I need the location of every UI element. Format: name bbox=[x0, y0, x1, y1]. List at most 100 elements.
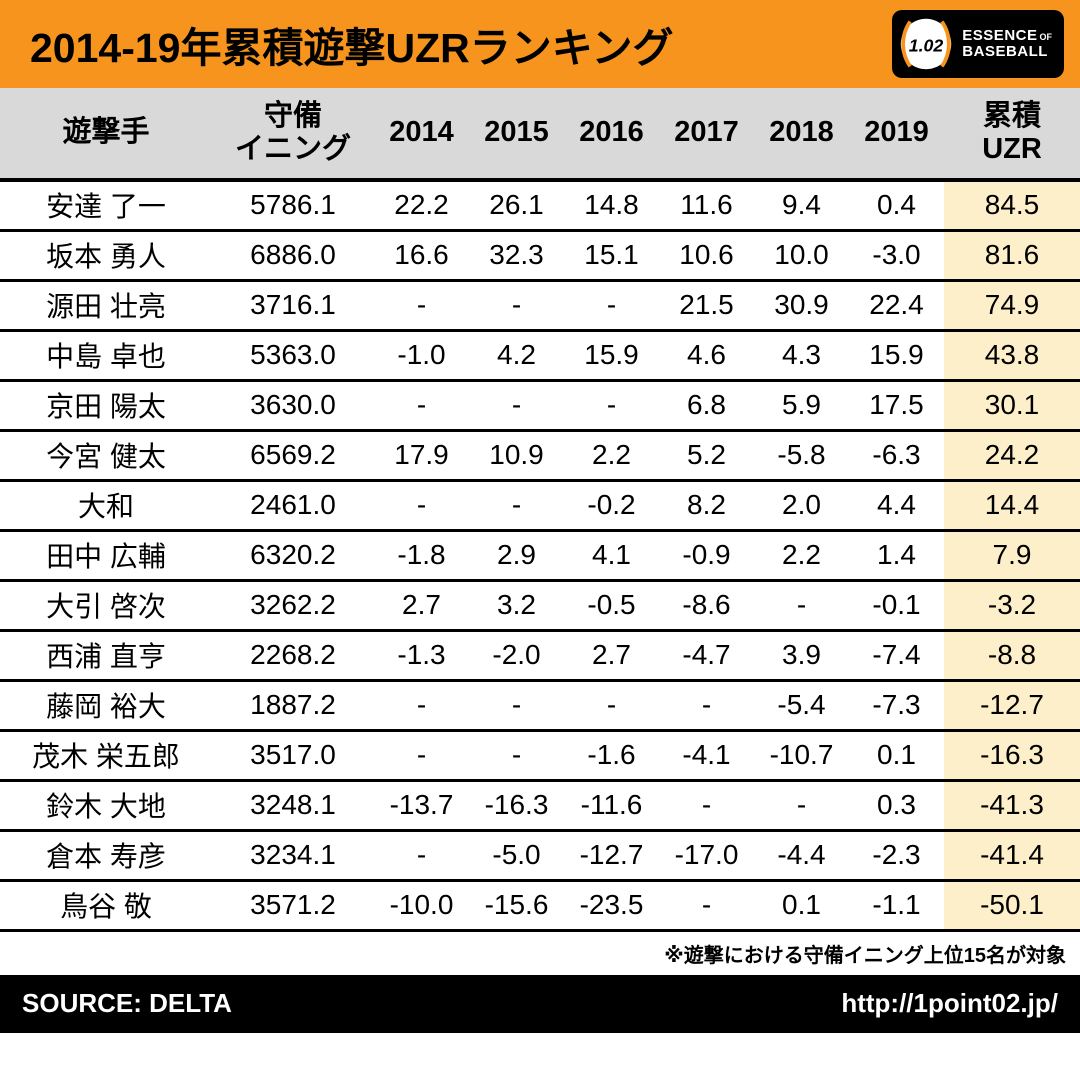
year-value-cell: 22.4 bbox=[849, 280, 944, 330]
year-value-cell: 0.4 bbox=[849, 180, 944, 230]
year-value-cell: -11.6 bbox=[564, 780, 659, 830]
column-header: 守備 イニング bbox=[212, 88, 374, 180]
table-row: 鈴木 大地 3248.1 -13.7 -16.3 -11.6- -0.3 -41.3 bbox=[0, 780, 1080, 830]
year-value-cell: -2.0 bbox=[469, 630, 564, 680]
year-value-cell: 15.9 bbox=[564, 330, 659, 380]
logo-baseball: BASEBALL bbox=[962, 43, 1048, 60]
innings-cell: 5786.1 bbox=[212, 180, 374, 230]
innings-cell: 3716.1 bbox=[212, 280, 374, 330]
year-value-cell: 2.2 bbox=[754, 530, 849, 580]
year-value-cell: - bbox=[469, 680, 564, 730]
year-value-cell: -1.3 bbox=[374, 630, 469, 680]
year-value-cell: 5.2 bbox=[659, 430, 754, 480]
table-row: 安達 了一 5786.1 22.2 26.1 14.8 11.6 9.4 0.4 84.5 bbox=[0, 180, 1080, 230]
column-header: 遊撃手 bbox=[0, 88, 212, 180]
player-name-cell: 西浦 直亨 bbox=[0, 630, 212, 680]
player-name-cell: 倉本 寿彦 bbox=[0, 830, 212, 880]
year-value-cell: - bbox=[374, 380, 469, 430]
total-uzr-cell: -41.3 bbox=[944, 780, 1080, 830]
table-row: 大和 2461.0- - -0.2 8.2 2.0 4.4 14.4 bbox=[0, 480, 1080, 530]
column-header: 2019 bbox=[849, 88, 944, 180]
year-value-cell: 2.7 bbox=[564, 630, 659, 680]
total-uzr-cell: -16.3 bbox=[944, 730, 1080, 780]
year-value-cell: -10.0 bbox=[374, 880, 469, 930]
year-value-cell: 9.4 bbox=[754, 180, 849, 230]
year-value-cell: -4.4 bbox=[754, 830, 849, 880]
table-row: 茂木 栄五郎 3517.0- - -1.6 -4.1 -10.7 0.1 -16.3 bbox=[0, 730, 1080, 780]
year-value-cell: 26.1 bbox=[469, 180, 564, 230]
year-value-cell: 4.2 bbox=[469, 330, 564, 380]
year-value-cell: -1.0 bbox=[374, 330, 469, 380]
year-value-cell: - bbox=[659, 880, 754, 930]
year-value-cell: 2.2 bbox=[564, 430, 659, 480]
footnote: ※遊撃における守備イニング上位15名が対象 bbox=[664, 944, 1066, 967]
total-uzr-cell: 81.6 bbox=[944, 230, 1080, 280]
year-value-cell: -16.3 bbox=[469, 780, 564, 830]
year-value-cell: - bbox=[374, 280, 469, 330]
total-uzr-cell: 14.4 bbox=[944, 480, 1080, 530]
year-value-cell: -1.1 bbox=[849, 880, 944, 930]
innings-cell: 3571.2 bbox=[212, 880, 374, 930]
column-header: 2018 bbox=[754, 88, 849, 180]
year-value-cell: -5.4 bbox=[754, 680, 849, 730]
year-value-cell: - bbox=[374, 730, 469, 780]
table-row: 坂本 勇人 6886.0 16.6 32.3 15.1 10.6 10.0 -3.0 81.6 bbox=[0, 230, 1080, 280]
innings-cell: 6320.2 bbox=[212, 530, 374, 580]
innings-cell: 3248.1 bbox=[212, 780, 374, 830]
innings-cell: 3234.1 bbox=[212, 830, 374, 880]
year-value-cell: -4.1 bbox=[659, 730, 754, 780]
table-row: 大引 啓次 3262.2 2.7 3.2 -0.5 -8.6- -0.1 -3.2 bbox=[0, 580, 1080, 630]
year-value-cell: 0.1 bbox=[849, 730, 944, 780]
year-value-cell: -8.6 bbox=[659, 580, 754, 630]
year-value-cell: 4.3 bbox=[754, 330, 849, 380]
year-value-cell: - bbox=[754, 580, 849, 630]
table-row: 藤岡 裕大 1887.2- - - - -5.4 -7.3 -12.7 bbox=[0, 680, 1080, 730]
year-value-cell: 10.0 bbox=[754, 230, 849, 280]
year-value-cell: -6.3 bbox=[849, 430, 944, 480]
year-value-cell: 15.9 bbox=[849, 330, 944, 380]
year-value-cell: 5.9 bbox=[754, 380, 849, 430]
year-value-cell: 0.3 bbox=[849, 780, 944, 830]
site-url: http://1point02.jp/ bbox=[841, 988, 1058, 1018]
year-value-cell: 21.5 bbox=[659, 280, 754, 330]
year-value-cell: - bbox=[374, 680, 469, 730]
year-value-cell: 14.8 bbox=[564, 180, 659, 230]
year-value-cell: - bbox=[659, 680, 754, 730]
player-name-cell: 今宮 健太 bbox=[0, 430, 212, 480]
year-value-cell: 17.5 bbox=[849, 380, 944, 430]
player-name-cell: 茂木 栄五郎 bbox=[0, 730, 212, 780]
total-uzr-cell: 7.9 bbox=[944, 530, 1080, 580]
column-header: 2015 bbox=[469, 88, 564, 180]
table-row: 田中 広輔 6320.2 -1.8 2.9 4.1 -0.9 2.2 1.4 7.9 bbox=[0, 530, 1080, 580]
column-header: 2017 bbox=[659, 88, 754, 180]
column-header: 累積 UZR bbox=[944, 88, 1080, 180]
table-row: 鳥谷 敬 3571.2 -10.0 -15.6 -23.5-0.1 -1.1 -50.1 bbox=[0, 880, 1080, 930]
player-name-cell: 鈴木 大地 bbox=[0, 780, 212, 830]
year-value-cell: 3.9 bbox=[754, 630, 849, 680]
innings-cell: 1887.2 bbox=[212, 680, 374, 730]
player-name-cell: 安達 了一 bbox=[0, 180, 212, 230]
innings-cell: 6886.0 bbox=[212, 230, 374, 280]
year-value-cell: -4.7 bbox=[659, 630, 754, 680]
player-name-cell: 大引 啓次 bbox=[0, 580, 212, 630]
year-value-cell: -17.0 bbox=[659, 830, 754, 880]
year-value-cell: - bbox=[564, 280, 659, 330]
year-value-cell: 2.7 bbox=[374, 580, 469, 630]
year-value-cell: -23.5 bbox=[564, 880, 659, 930]
total-uzr-cell: -41.4 bbox=[944, 830, 1080, 880]
player-name-cell: 田中 広輔 bbox=[0, 530, 212, 580]
table-body: 安達 了一 5786.1 22.2 26.1 14.8 11.6 9.4 0.4 84.5 坂本 … bbox=[0, 180, 1080, 930]
year-value-cell: - bbox=[564, 380, 659, 430]
year-value-cell: - bbox=[469, 480, 564, 530]
table-row: 西浦 直亨 2268.2 -1.3 -2.0 2.7 -4.7 3.9 -7.4 -8.8 bbox=[0, 630, 1080, 680]
year-value-cell: 15.1 bbox=[564, 230, 659, 280]
table-row: 中島 卓也 5363.0 -1.0 4.2 15.9 4.6 4.3 15.9 43.8 bbox=[0, 330, 1080, 380]
year-value-cell: 10.6 bbox=[659, 230, 754, 280]
table-row: 京田 陽太 3630.0- - -6.8 5.9 17.5 30.1 bbox=[0, 380, 1080, 430]
year-value-cell: 22.2 bbox=[374, 180, 469, 230]
year-value-cell: -7.4 bbox=[849, 630, 944, 680]
year-value-cell: - bbox=[374, 830, 469, 880]
year-value-cell: -5.0 bbox=[469, 830, 564, 880]
total-uzr-cell: 24.2 bbox=[944, 430, 1080, 480]
year-value-cell: -0.5 bbox=[564, 580, 659, 630]
